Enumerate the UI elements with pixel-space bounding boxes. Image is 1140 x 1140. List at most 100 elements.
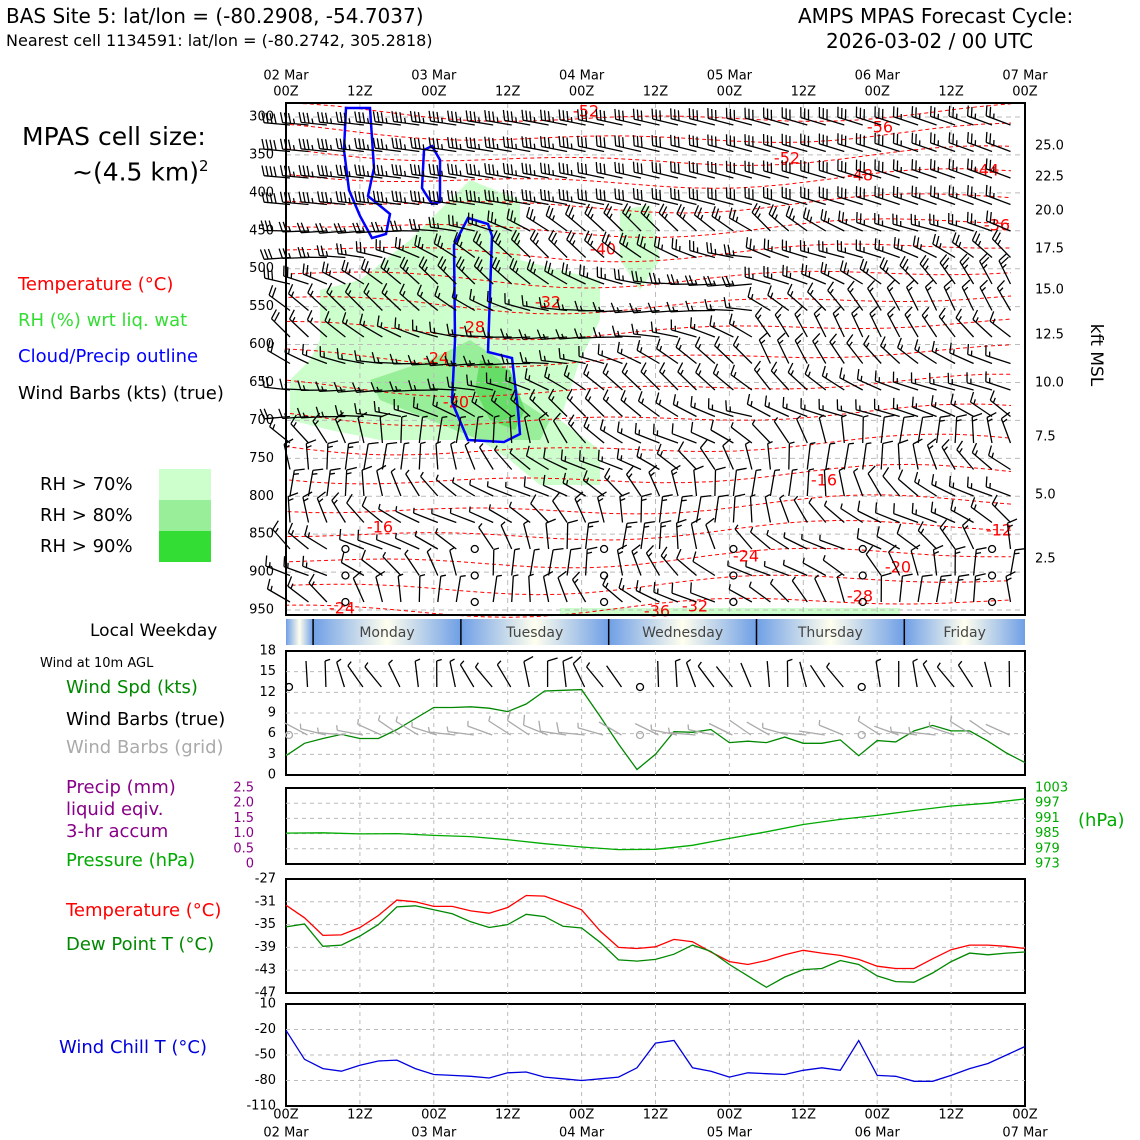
wind-barb [971,442,993,470]
wind-barb [334,411,346,444]
wind-barb [508,501,531,524]
wind-barb [800,133,826,153]
wind-barb [734,524,753,550]
wind-barb [685,300,715,312]
legend-rh90: RH > 90% [40,536,133,557]
wind-barb [855,399,882,418]
wind-barb [336,348,365,365]
wind-barb [434,528,457,550]
precip-tick-label: 1.5 [233,811,254,826]
wind-barb [943,279,956,311]
wind-barb [616,341,642,365]
wind-barb [874,132,900,153]
wind-barb [825,442,836,470]
surface-wind-barb-grid [598,721,622,736]
wind-barb [910,213,937,232]
wind-barb [904,306,919,338]
wind-barb-calm [858,597,867,607]
wind-barb [433,233,457,259]
wind-barb [914,339,937,365]
wind-barb [707,134,734,153]
kft-tick-label: 12.5 [1035,328,1064,343]
wind-barbs [259,105,1026,607]
wind-barb [748,581,771,603]
surface-wind-barb-grid [316,727,345,736]
weekday-name: Thursday [797,625,863,641]
wind-barb [451,287,476,312]
wind-barb [360,258,383,285]
wind-barb [929,158,956,179]
wind-barb [648,464,661,497]
wind-barb [782,264,808,285]
wind-barb [896,337,919,365]
wind-barb [689,240,716,259]
chill-panel-tick-label: -80 [255,1073,276,1088]
wind-barb [989,390,1011,418]
surface-wind-barb [449,658,456,688]
wind-barb [979,279,993,311]
wind-barb [465,110,494,126]
wind-chill-series [285,1029,1026,1082]
wind-panel-tick-label: 15 [259,664,276,679]
wind-barb [767,285,790,312]
wind-barb [948,132,974,153]
kft-tick-label: 20.0 [1035,204,1064,219]
wind-barb [820,208,845,232]
temperature-contour-line [285,373,1012,398]
wind-barb [596,266,623,285]
wind-barb [372,164,401,179]
wind-barb [492,415,500,444]
wind-barb [542,474,568,497]
temperature-contour-line [285,597,1012,618]
surface-wind-barb-grid [667,727,696,736]
wind-barb [632,188,660,206]
wind-barb [354,164,383,179]
wind-barb [948,158,974,179]
wind-barb [529,229,550,258]
wind-barb [651,108,679,126]
wind-barb [484,189,512,206]
wind-barb [584,520,599,550]
wind-barb [354,137,383,153]
wind-barb [602,389,623,417]
wind-barb [926,438,938,470]
surface-wind-barb-grid [577,722,604,736]
wind-barb [363,441,379,470]
wind-barb [548,388,568,417]
wind-barb [769,469,781,497]
weekday-segment [756,619,905,645]
wind-barb [558,135,586,153]
wind-barb [567,414,587,444]
wind-barb [418,256,439,285]
wind-barb [837,133,863,153]
wind-barb [758,332,771,364]
wind-barb [653,581,679,603]
wind-barb [394,236,420,259]
wind-barb [725,107,753,126]
wind-barb [985,371,1011,391]
dewpoint-series [285,905,1026,989]
wind-barb [939,519,956,550]
wind-barb [263,267,291,285]
wind-barb [996,279,1012,311]
wind-barb [652,423,679,444]
wind-barb-calm [341,597,350,607]
wind-barb [467,212,494,232]
wind-barb [899,415,915,444]
wind-barb [991,229,1011,258]
wind-barb [929,105,956,126]
legend-dew: Dew Point T (°C) [66,934,215,955]
wind-barb [979,253,993,285]
pressure-tick-label: 900 [249,565,274,580]
wind-barb [744,266,771,285]
wind-barb [603,203,623,232]
wind-barb [666,274,697,285]
wind-barb [859,258,882,285]
pressure-tick-label: 973 [1035,857,1060,872]
wind-barb [416,284,439,312]
wind-barb [341,259,365,285]
wind-barb [879,257,901,285]
temperature-contour-label: -32 [682,597,708,616]
top-hour-label: 00Z [717,85,743,100]
wind-barb [750,527,771,550]
